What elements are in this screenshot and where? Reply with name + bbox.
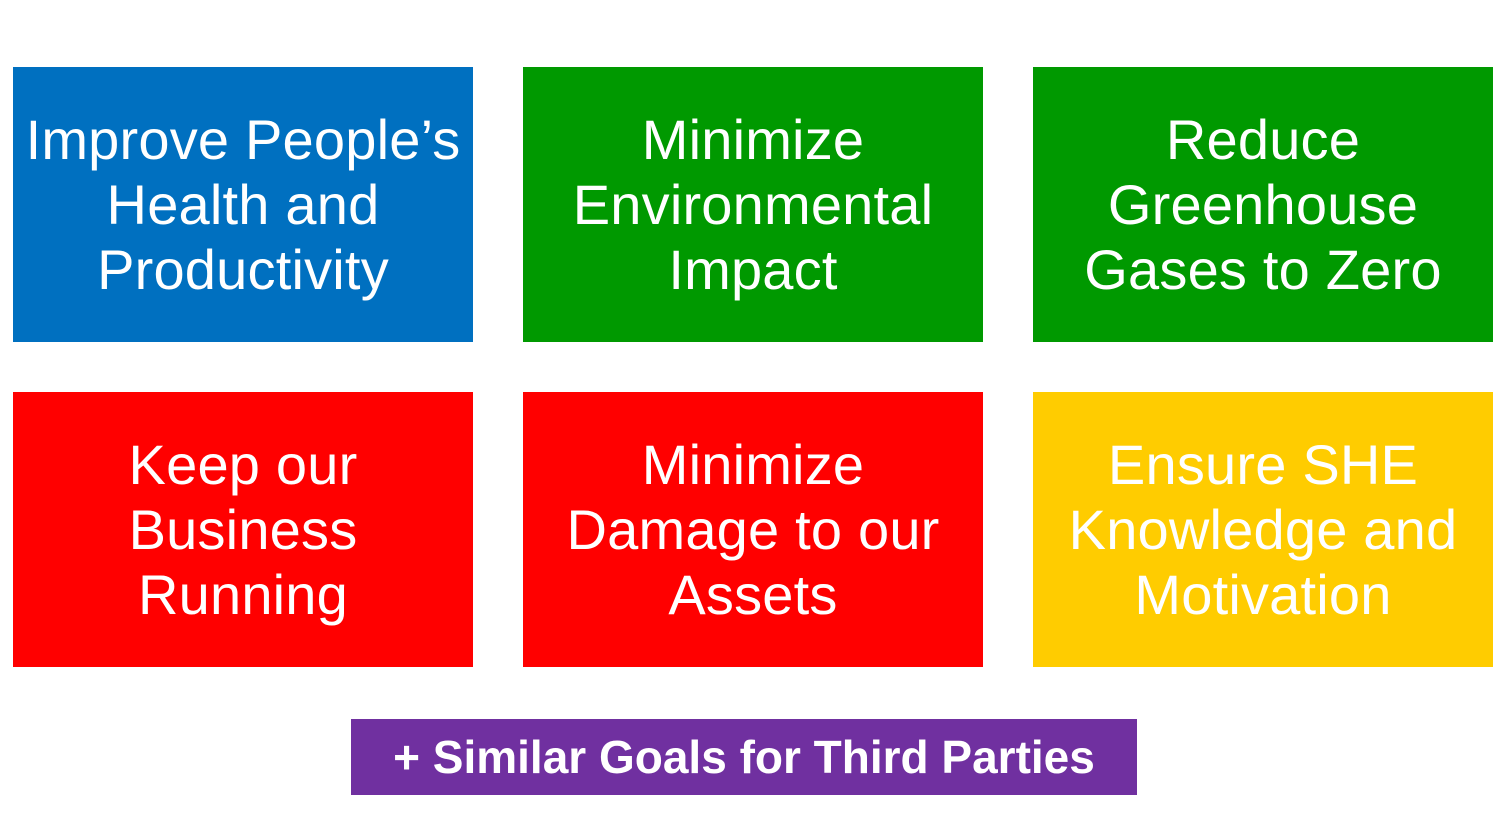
goal-tile-she-knowledge: Ensure SHE Knowledge and Motivation bbox=[1033, 392, 1493, 667]
goal-tile-label: Reduce Greenhouse Gases to Zero bbox=[1084, 108, 1442, 301]
goal-tile-label: Minimize Damage to our Assets bbox=[566, 433, 940, 626]
goal-tile-label: Ensure SHE Knowledge and Motivation bbox=[1068, 433, 1458, 626]
goal-tile-label: Minimize Environmental Impact bbox=[572, 108, 934, 301]
goal-tile-environmental-impact: Minimize Environmental Impact bbox=[523, 67, 983, 342]
goal-tile-asset-damage: Minimize Damage to our Assets bbox=[523, 392, 983, 667]
goal-tile-health-productivity: Improve People’s Health and Productivity bbox=[13, 67, 473, 342]
goal-tile-label: Keep our Business Running bbox=[128, 433, 358, 626]
goal-tile-greenhouse-gases: Reduce Greenhouse Gases to Zero bbox=[1033, 67, 1493, 342]
goal-tile-business-running: Keep our Business Running bbox=[13, 392, 473, 667]
third-parties-banner: + Similar Goals for Third Parties bbox=[351, 719, 1137, 795]
goal-tile-label: Improve People’s Health and Productivity bbox=[25, 108, 461, 301]
third-parties-label: + Similar Goals for Third Parties bbox=[393, 731, 1095, 783]
